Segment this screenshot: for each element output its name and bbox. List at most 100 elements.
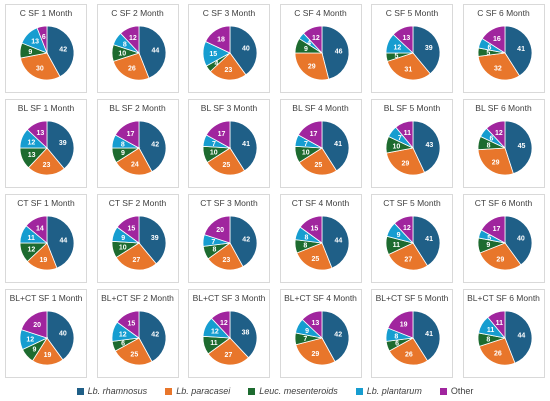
pie-slice-label: 30 <box>36 66 44 73</box>
pie-slice <box>294 52 329 81</box>
pie-slice-label: 13 <box>31 39 39 46</box>
legend-swatch-paracasei <box>165 387 173 395</box>
pie-slice-label: 5 <box>395 53 399 60</box>
pie-chart-title: BL SF 6 Month <box>475 103 532 113</box>
pie-chart-title: C SF 4 Month <box>294 8 347 18</box>
pie-slice-label: 12 <box>494 130 502 137</box>
pie-slice <box>388 242 429 271</box>
pie-chart-panel: BL+CT SF 1 Month 40 19 9 12 20 <box>5 289 87 378</box>
pie-chart-svg: 41 25 10 717 <box>294 120 349 176</box>
pie-slice-label: 15 <box>127 226 135 233</box>
pie-slice <box>229 310 258 359</box>
pie-slice <box>46 120 75 170</box>
pie-slice-label: 41 <box>425 331 433 338</box>
pie-chart-title: BL+CT SF 5 Month <box>375 293 449 303</box>
pie-slice-label: 8 <box>486 142 490 149</box>
pie-slice-label: 42 <box>334 331 342 338</box>
pie-slice <box>138 215 166 265</box>
pie-slice <box>25 215 48 244</box>
pie-slice-label: 8 <box>394 333 398 340</box>
pie-slice <box>116 215 139 244</box>
pie-slice-label: 9 <box>303 46 307 53</box>
pie-slice <box>395 120 414 150</box>
pie-slice <box>207 242 244 271</box>
pie-slice-label: 7 <box>398 135 402 142</box>
pie-chart-panel: BL SF 4 Month 41 25 10 7 17 <box>279 99 362 188</box>
pie-slice-label: 23 <box>43 162 51 169</box>
pie-slice <box>321 310 349 363</box>
pie-chart-title: CT SF 6 Month <box>474 198 533 208</box>
pie-slice <box>294 337 336 366</box>
pie-slice <box>46 215 75 269</box>
pie-slice-label: 8 <box>120 141 124 148</box>
pie-slice-label: 9 <box>397 232 401 239</box>
pie-chart-title: CT SF 1 Month <box>17 198 75 208</box>
pie-chart-panel: BL+CT SF 2 Month 42 25 6 12 15 <box>96 289 179 378</box>
pie-chart-title: BL SF 4 Month <box>292 103 349 113</box>
pie-slice-label: 15 <box>209 51 217 58</box>
pie-slice-label: 29 <box>491 159 499 166</box>
pie-slice-label: 9 <box>32 347 36 354</box>
legend-label-paracasei: Lb. paracasei <box>176 386 231 396</box>
pie-slice-label: 42 <box>151 331 159 338</box>
pie-slice-label: 6 <box>487 44 491 51</box>
pie-slice-label: 23 <box>222 257 230 264</box>
pie-slice-label: 6 <box>489 136 493 143</box>
pie-chart-panel: BL SF 5 Month 43 29 10 7 11 <box>371 99 453 188</box>
pie-slice-label: 38 <box>242 329 250 336</box>
pie-slice <box>112 52 149 81</box>
pie-slice-label: 6 <box>121 341 125 348</box>
pie-slice-label: 40 <box>59 330 67 337</box>
pie-slice <box>477 52 520 81</box>
pie-slice-label: 29 <box>402 160 410 167</box>
pie-slice-label: 10 <box>118 245 126 252</box>
pie-slice <box>203 215 231 244</box>
pie-chart-panel: BL SF 6 Month 45 29 8 6 12 <box>462 99 545 188</box>
legend-item-plantarum: Lb. plantarum <box>355 386 422 396</box>
pie-slice <box>387 310 414 339</box>
legend-label-plantarum: Lb. plantarum <box>366 386 422 396</box>
pie-chart-panel: C SF 3 Month 40 23 4 15 18 <box>188 4 270 93</box>
pie-slice-label: 29 <box>311 351 319 358</box>
pie-slice-label: 7 <box>211 239 215 246</box>
pie-slice-label: 12 <box>128 35 136 42</box>
pie-chart-svg: 39 27 10 915 <box>111 215 166 271</box>
pie-slice <box>209 52 247 81</box>
pie-chart-panel: BL+CT SF 3 Month 38 27 11 12 12 <box>188 289 270 378</box>
pie-slice-label: 25 <box>222 162 230 169</box>
pie-slice-label: 24 <box>130 162 138 169</box>
pie-slice-label: 42 <box>242 236 250 243</box>
pie-slice <box>477 147 514 176</box>
pie-slice <box>205 25 231 54</box>
pie-chart-svg: 41 27 11 912 <box>385 215 441 271</box>
pie-slice-label: 39 <box>150 235 158 242</box>
pie-slice-label: 12 <box>311 35 319 42</box>
legend-swatch-plantarum <box>355 387 363 395</box>
legend-swatch-other <box>439 387 447 395</box>
pie-slice-label: 10 <box>210 150 218 157</box>
pie-chart-title: CT SF 2 Month <box>108 198 167 208</box>
pie-slice-label: 9 <box>120 150 124 157</box>
pie-slice-label: 9 <box>486 242 490 249</box>
pie-chart-svg: 44 26 10 812 <box>111 25 166 81</box>
pie-slice-label: 12 <box>220 320 228 327</box>
pie-slice-label: 4 <box>307 40 311 47</box>
pie-slice <box>20 52 61 81</box>
pie-slice-label: 42 <box>59 46 67 53</box>
pie-chart-title: C SF 2 Month <box>111 8 164 18</box>
legend-label-rhamnosus: Lb. rhamnosus <box>87 386 148 396</box>
pie-slice-label: 4 <box>215 60 219 67</box>
pie-slice <box>504 215 532 266</box>
pie-chart-title: C SF 1 Month <box>19 8 73 18</box>
legend-swatch-mesenteroids <box>248 387 256 395</box>
pie-chart-title: BL SF 5 Month <box>383 103 441 113</box>
pie-chart-panel: CT SF 6 Month 40 29 9 5 17 <box>462 194 545 283</box>
pie-slice-label: 41 <box>425 236 433 243</box>
pie-slice-label: 12 <box>211 328 219 335</box>
pie-slice-label: 9 <box>305 328 309 335</box>
